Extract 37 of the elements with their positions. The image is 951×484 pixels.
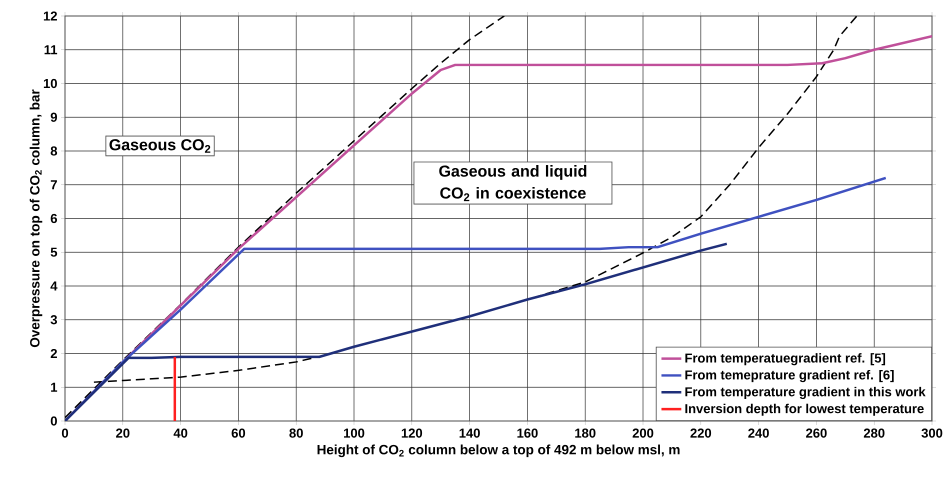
x-tick-label: 180 (575, 428, 596, 438)
x-tick-label: 160 (517, 428, 538, 438)
annotation: Gaseous CO$_{2}$ (110, 139, 210, 153)
annotation: Gaseous and liquid CO$_{2}$ in coexistence (439, 165, 586, 202)
legend-label: From temeprature gradient ref. [6] (685, 370, 894, 382)
legend-label: From temperature gradient in this work (685, 386, 926, 399)
x-tick-label: 80 (289, 428, 303, 438)
x-tick-label: 300 (922, 428, 942, 438)
x-tick-label: 120 (402, 428, 422, 438)
x-tick-label: 280 (864, 428, 884, 438)
y-tick-label: 11 (44, 45, 58, 54)
legend-label: From temperatuegradient ref. [5] (685, 353, 886, 366)
y-tick-label: 2 (50, 348, 57, 358)
x-tick-label: 220 (690, 428, 712, 438)
y-tick-label: 9 (50, 112, 57, 122)
x-tick-label: 60 (232, 428, 246, 438)
x-tick-label: 40 (174, 428, 188, 438)
x-axis-title: Height of CO$_{2}$ column below a top of 492 m below msl, m (318, 444, 680, 458)
x-tick-label: 100 (344, 428, 364, 438)
x-tick-label: 260 (806, 428, 827, 438)
y-tick-label: 0 (50, 416, 57, 426)
y-tick-label: 12 (44, 11, 57, 21)
y-tick-label: 10 (44, 78, 57, 88)
y-tick-label: 1 (51, 382, 58, 392)
x-tick-label: 0 (62, 428, 68, 438)
x-tick-label: 240 (748, 428, 769, 438)
y-axis-title: Overpressure on top of CO$_{2}$ column, bar (30, 90, 42, 348)
y-tick-label: 8 (50, 146, 58, 156)
y-tick-label: 6 (50, 214, 58, 224)
x-tick-label: 20 (116, 428, 130, 438)
y-tick-label: 5 (50, 248, 58, 257)
y-tick-label: 7 (50, 180, 57, 190)
x-tick-label: 200 (632, 428, 654, 438)
x-tick-label: 140 (460, 428, 480, 438)
legend-label: Inversion depth for lowest temperature (685, 404, 924, 416)
y-tick-label: 3 (50, 315, 58, 324)
y-tick-label: 4 (50, 282, 58, 290)
